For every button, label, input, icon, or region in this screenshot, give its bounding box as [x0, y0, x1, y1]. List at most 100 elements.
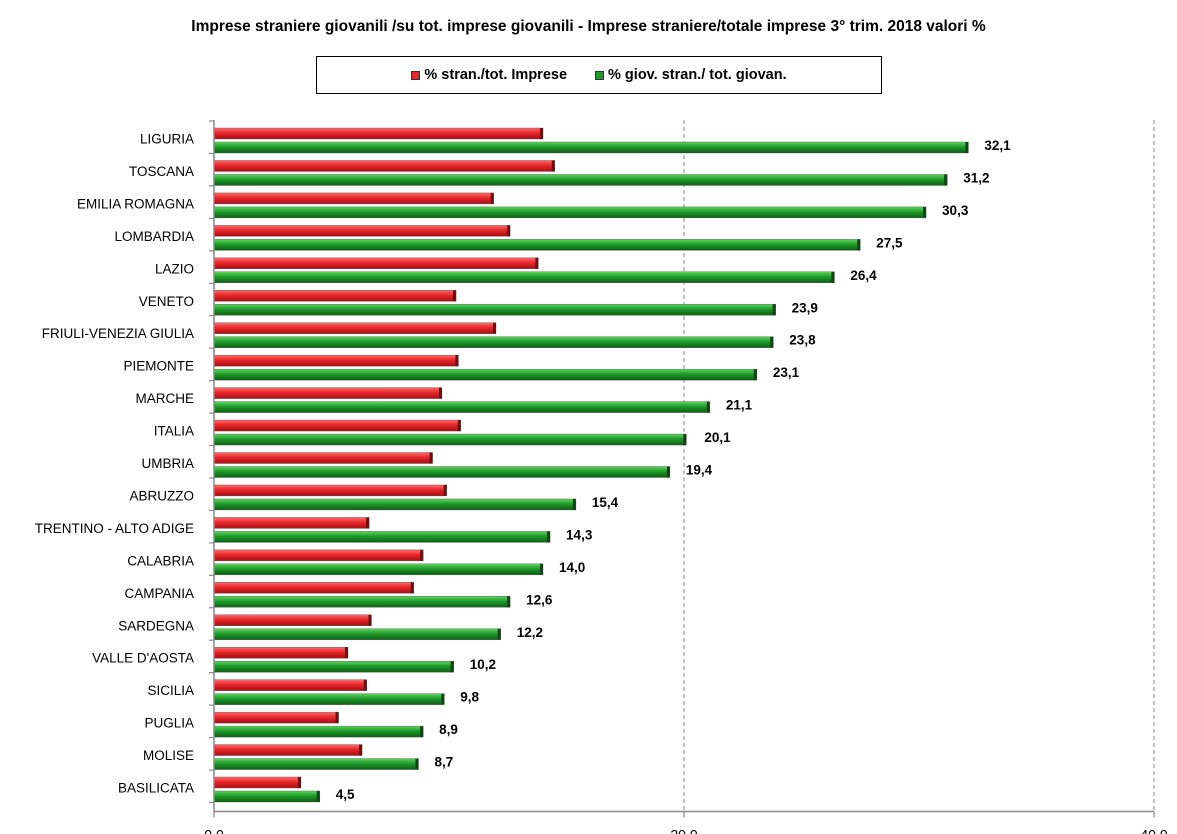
category-label-20: BASILICATA — [118, 781, 194, 796]
bar-s0-11 — [214, 485, 447, 496]
bar-s0-16 — [214, 647, 348, 658]
bar-end-s0-3 — [507, 225, 510, 236]
value-label-8: 21,1 — [726, 398, 753, 413]
category-label-11: ABRUZZO — [129, 488, 194, 503]
bars — [214, 128, 968, 802]
bar-s0-13 — [214, 550, 423, 561]
bar-end-s0-0 — [540, 128, 543, 139]
bar-s0-6 — [214, 323, 496, 334]
bar-s1-16 — [214, 661, 454, 672]
bar-end-s0-12 — [366, 517, 369, 528]
bar-end-s0-18 — [336, 712, 339, 723]
value-label-16: 10,2 — [470, 657, 496, 672]
value-label-17: 9,8 — [460, 690, 479, 705]
bar-end-s1-17 — [441, 694, 444, 705]
bar-s0-20 — [214, 777, 301, 788]
category-label-10: UMBRIA — [141, 456, 194, 471]
bar-s0-2 — [214, 193, 494, 204]
bar-end-s1-13 — [540, 564, 543, 575]
bar-s0-18 — [214, 712, 339, 723]
bar-s1-6 — [214, 337, 773, 348]
bar-s0-12 — [214, 517, 369, 528]
bar-end-s0-9 — [458, 420, 461, 431]
category-label-17: SICILIA — [147, 683, 194, 698]
value-label-3: 27,5 — [876, 235, 903, 250]
bar-s1-20 — [214, 791, 320, 802]
value-label-20: 4,5 — [336, 787, 355, 802]
bar-s0-17 — [214, 680, 367, 691]
category-label-1: TOSCANA — [129, 164, 194, 179]
category-label-18: PUGLIA — [144, 716, 194, 731]
bar-end-s1-0 — [965, 142, 968, 153]
bar-end-s1-20 — [317, 791, 320, 802]
bar-s1-12 — [214, 531, 550, 542]
bar-s1-1 — [214, 174, 947, 185]
bar-end-s0-7 — [455, 355, 458, 366]
value-label-10: 19,4 — [686, 463, 713, 478]
bar-end-s1-2 — [923, 207, 926, 218]
bar-s1-14 — [214, 596, 510, 607]
value-label-9: 20,1 — [704, 430, 731, 445]
grid — [684, 120, 1154, 811]
bar-s1-13 — [214, 564, 543, 575]
bar-s0-7 — [214, 355, 458, 366]
bar-s1-3 — [214, 239, 860, 250]
category-label-0: LIGURIA — [140, 132, 194, 147]
category-label-15: SARDEGNA — [118, 618, 194, 633]
value-label-15: 12,2 — [517, 625, 543, 640]
bar-end-s1-11 — [573, 499, 576, 510]
value-label-7: 23,1 — [773, 365, 800, 380]
bar-end-s0-1 — [552, 160, 555, 171]
category-label-7: PIEMONTE — [123, 359, 194, 374]
bar-s0-5 — [214, 290, 456, 301]
x-tick-label-2: 40,0 — [1140, 826, 1167, 834]
bar-end-s1-5 — [773, 304, 776, 315]
bar-end-s1-3 — [857, 239, 860, 250]
value-label-4: 26,4 — [850, 268, 877, 283]
bar-s1-10 — [214, 467, 670, 478]
bar-s0-3 — [214, 225, 510, 236]
bar-end-s1-1 — [944, 174, 947, 185]
category-label-14: CAMPANIA — [124, 586, 194, 601]
bar-end-s1-4 — [831, 272, 834, 283]
bar-end-s0-15 — [368, 615, 371, 626]
bar-end-s0-8 — [439, 388, 442, 399]
bar-end-s1-6 — [770, 337, 773, 348]
bar-s0-14 — [214, 582, 414, 593]
bar-end-s0-11 — [444, 485, 447, 496]
bar-end-s0-2 — [491, 193, 494, 204]
category-label-3: LOMBARDIA — [114, 229, 194, 244]
bar-s0-8 — [214, 388, 442, 399]
bar-end-s1-18 — [420, 726, 423, 737]
bar-end-s0-17 — [364, 680, 367, 691]
value-label-2: 30,3 — [942, 203, 969, 218]
bar-s0-9 — [214, 420, 461, 431]
bar-end-s1-16 — [451, 661, 454, 672]
bar-end-s1-19 — [415, 759, 418, 770]
bar-end-s0-20 — [298, 777, 301, 788]
bar-end-s0-14 — [411, 582, 414, 593]
bar-end-s0-16 — [345, 647, 348, 658]
value-label-6: 23,8 — [789, 333, 816, 348]
value-label-11: 15,4 — [592, 495, 619, 510]
bar-s1-7 — [214, 369, 757, 380]
bar-s1-0 — [214, 142, 968, 153]
value-label-19: 8,7 — [434, 755, 453, 770]
category-label-16: VALLE D'AOSTA — [92, 651, 194, 666]
value-label-1: 31,2 — [963, 170, 989, 185]
category-label-13: CALABRIA — [127, 553, 194, 568]
bar-s1-8 — [214, 402, 710, 413]
value-label-12: 14,3 — [566, 527, 593, 542]
category-label-9: ITALIA — [154, 424, 194, 439]
bar-end-s0-6 — [493, 323, 496, 334]
bar-s1-18 — [214, 726, 423, 737]
bar-s1-15 — [214, 629, 501, 640]
labels: 0,0 20,0 40,0 LIGURIA 32,1 TOSCANA 31,2 EMILIA … — [35, 132, 1168, 834]
bar-s0-0 — [214, 128, 543, 139]
value-label-0: 32,1 — [984, 138, 1011, 153]
bar-s0-15 — [214, 615, 371, 626]
category-label-4: LAZIO — [155, 261, 194, 276]
bar-end-s1-14 — [507, 596, 510, 607]
bar-end-s0-5 — [453, 290, 456, 301]
